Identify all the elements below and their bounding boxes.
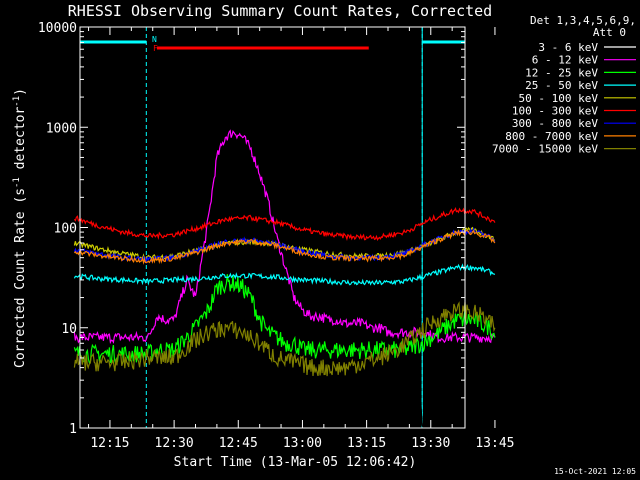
series-line-5	[73, 206, 496, 242]
y-tick-label-3: 1000	[46, 121, 77, 136]
y-axis-label-main: Corrected Count Rate (s	[13, 188, 28, 368]
legend-label-2: 12 - 25 keV	[525, 66, 598, 79]
legend-label-6: 300 - 800 keV	[512, 117, 598, 130]
chart-title: RHESSI Observing Summary Count Rates, Co…	[68, 2, 492, 20]
x-tick-label-0: 12:15	[90, 436, 129, 451]
flare-flag-label: F	[153, 44, 158, 53]
legend-label-4: 50 - 100 keV	[519, 92, 599, 105]
series-lines	[73, 129, 496, 429]
x-tick-label-2: 12:45	[219, 436, 258, 451]
y-tick-label-4: 10000	[38, 21, 77, 36]
legend-label-0: 3 - 6 keV	[538, 41, 598, 54]
series-line-8	[73, 301, 496, 377]
y-tick-label-2: 100	[54, 222, 77, 237]
x-tick-label-4: 13:15	[347, 436, 386, 451]
y-axis-label: Corrected Count Rate (s-1 detector-1)	[12, 88, 28, 368]
y-tick-label-0: 1	[69, 422, 77, 437]
x-axis: 12:15 12:30 12:45 13:00 13:15 13:30 13:45	[88, 27, 515, 451]
series-line-7	[73, 229, 496, 265]
y-axis: 1 10 100 1000 10000	[38, 21, 465, 437]
legend-label-5: 100 - 300 keV	[512, 105, 598, 118]
x-tick-label-3: 13:00	[283, 436, 322, 451]
y-axis-label-end: )	[13, 88, 28, 96]
detector-note-line-2: Att 0	[593, 26, 626, 39]
y-axis-label-sup-1: -1	[12, 177, 22, 188]
flare-flag: N F	[152, 35, 369, 53]
legend-label-8: 7000 - 15000 keV	[492, 143, 598, 156]
y-axis-label-tail: detector	[13, 107, 28, 178]
night-flag-label: N	[152, 35, 157, 44]
timestamp: 15-Oct-2021 12:05	[554, 467, 636, 476]
x-tick-label-1: 12:30	[155, 436, 194, 451]
series-line-3	[73, 263, 496, 286]
x-tick-label-5: 13:30	[411, 436, 450, 451]
detector-note-line-1: Det 1,3,4,5,6,9,	[530, 14, 636, 27]
legend-label-1: 6 - 12 keV	[532, 54, 599, 67]
x-tick-label-6: 13:45	[475, 436, 514, 451]
y-tick-label-1: 10	[61, 322, 77, 337]
legend-label-7: 800 - 7000 keV	[505, 130, 598, 143]
y-axis-label-sup-2: -1	[12, 96, 22, 107]
x-axis-label: Start Time (13-Mar-05 12:06:42)	[174, 455, 417, 470]
legend-label-3: 25 - 50 keV	[525, 79, 598, 92]
